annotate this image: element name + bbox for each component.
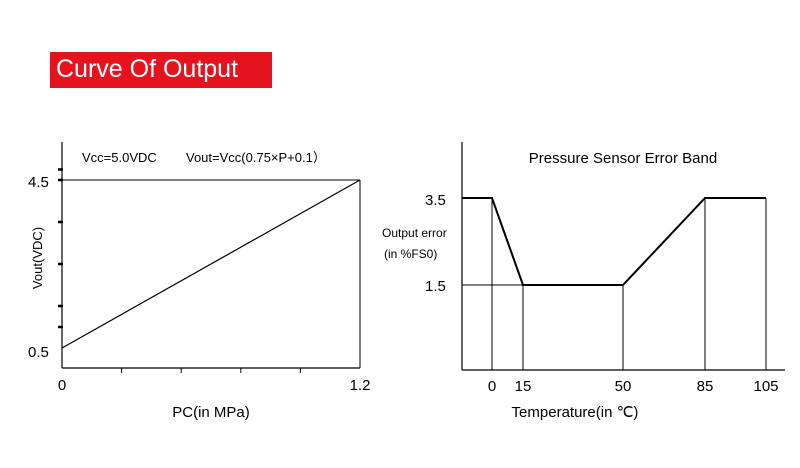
error-ytick-label-3-5: 3.5	[425, 192, 446, 209]
error-xtick-label-50: 50	[615, 378, 632, 395]
error-y-axis-label-line2: (in %FS0)	[384, 247, 437, 261]
title-banner: Curve Of Output	[50, 52, 272, 88]
error-xtick-label-105: 105	[753, 378, 778, 395]
output-chart: 4.5 0.5 0 1.2 PC(in MPa) Vout(VDC) Vcc=5…	[28, 142, 370, 421]
error-chart-title: Pressure Sensor Error Band	[529, 150, 717, 167]
vout-formula-annotation: Vout=Vcc(0.75×P+0.1）	[186, 150, 326, 165]
output-xtick-label-0: 0	[58, 377, 66, 394]
output-y-axis-label: Vout(VDC)	[30, 227, 45, 289]
output-ytick-label-4-5: 4.5	[28, 174, 49, 191]
error-xtick-label-0: 0	[488, 378, 496, 395]
banner-title: Curve Of Output	[56, 55, 239, 83]
error-xtick-label-15: 15	[515, 378, 532, 395]
output-ytick-label-0-5: 0.5	[28, 344, 49, 361]
output-series-line	[61, 179, 361, 349]
output-x-axis-label: PC(in MPa)	[172, 404, 250, 421]
error-ytick-label-1-5: 1.5	[425, 278, 446, 295]
error-band-line	[462, 197, 766, 286]
output-xtick-label-1-2: 1.2	[350, 377, 371, 394]
vcc-annotation: Vcc=5.0VDC	[82, 150, 157, 165]
error-vertical-drop-lines	[491, 198, 767, 370]
error-band-chart: Pressure Sensor Error Band 3.5 1.5 Outpu…	[382, 142, 785, 421]
error-y-axis-label-line1: Output error	[382, 226, 447, 240]
output-x-tick-marks	[121, 368, 301, 373]
error-x-axis-label: Temperature(in ℃)	[512, 404, 639, 421]
error-xtick-label-85: 85	[697, 378, 714, 395]
